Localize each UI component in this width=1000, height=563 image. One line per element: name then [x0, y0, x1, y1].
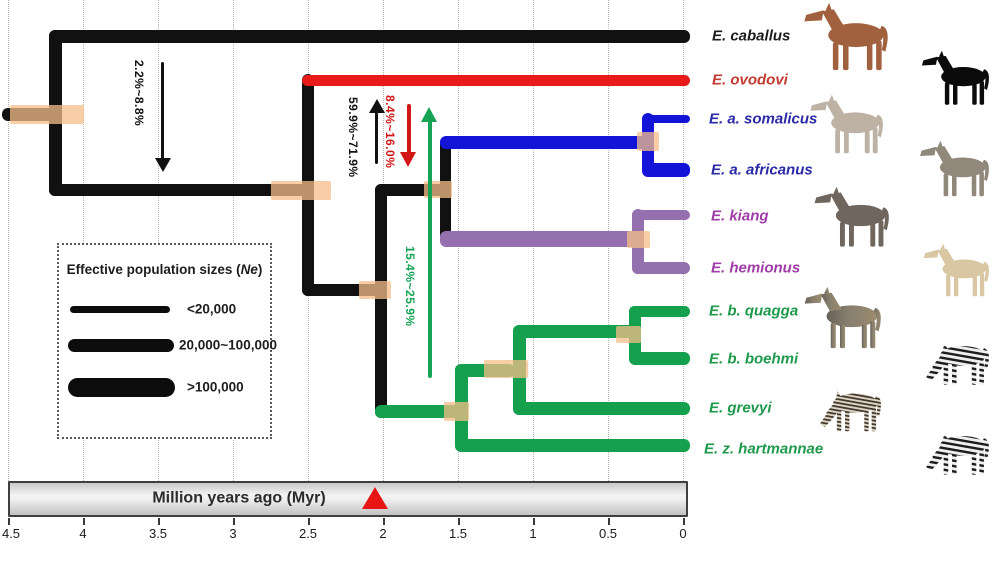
branch-boehmi-tip: [629, 352, 690, 365]
branch-hemione-main: [440, 231, 639, 247]
species-label-ovodovi: E. ovodovi: [712, 71, 788, 89]
branch-ovodovi-tip: [302, 75, 690, 86]
legend-title: Effective population sizes (Ne): [66, 262, 263, 277]
arrow-head-down-icon: [155, 158, 171, 172]
arrow-head-up-icon: [369, 99, 385, 113]
admixture-block: [616, 326, 641, 343]
species-label-hartmannae: E. z. hartmannae: [704, 440, 824, 458]
axis-tick: [83, 518, 85, 525]
admixture-block: [359, 281, 391, 299]
branch-kiang-tip: [632, 210, 690, 220]
axis-tick: [458, 518, 460, 525]
gene-flow-label: 2.2%~8.8%: [132, 60, 146, 127]
axis-tick: [308, 518, 310, 525]
animal-e-b-quagga: [804, 286, 881, 349]
axis-tick: [8, 518, 10, 525]
axis-tick: [608, 518, 610, 525]
species-label-quagga: E. b. quagga: [709, 302, 799, 320]
legend-effective-population-sizes: Effective population sizes (Ne) <20,000 …: [57, 243, 277, 439]
animal-e-z-hartmannae: [926, 433, 989, 475]
axis-tick-label: 1: [529, 526, 537, 541]
gene-flow-arrow-down: [161, 62, 164, 160]
gene-flow-arrow-up: [375, 112, 378, 164]
gridline-4.5myr: [8, 0, 9, 481]
admixture-block: [484, 360, 528, 378]
gridline-0myr: [683, 0, 684, 481]
legend-label: 20,000~100,000: [179, 337, 277, 353]
branch-africanus-tip: [642, 163, 690, 177]
axis-tick-label: 4: [79, 526, 87, 541]
branch-hartmannae-tip: [455, 439, 690, 452]
species-label-caballus: E. caballus: [712, 27, 791, 45]
animal-e-b-boehmi: [926, 343, 989, 385]
timescale-title: Million years ago (Myr): [152, 489, 326, 507]
axis-tick-label: 3: [229, 526, 237, 541]
axis-tick: [533, 518, 535, 525]
axis-tick: [233, 518, 235, 525]
red-triangle-marker: [362, 487, 388, 509]
admixture-block: [627, 231, 650, 248]
species-label-kiang: E. kiang: [711, 207, 769, 225]
admixture-block: [444, 402, 469, 421]
timescale-bar: Million years ago (Myr): [8, 481, 688, 517]
branch-quagga-tip: [629, 306, 690, 317]
legend-label: >100,000: [187, 379, 244, 395]
branch-caballus-tip: [49, 30, 690, 43]
species-label-grevyi: E. grevyi: [709, 399, 772, 417]
axis-tick-label: 2: [379, 526, 387, 541]
animal-e-caballus: [804, 2, 888, 71]
species-label-somalicus: E. a. somalicus: [709, 110, 818, 128]
axis-tick: [383, 518, 385, 525]
legend-line-medium: [68, 339, 174, 352]
animal-e-a-somalicus: [810, 94, 883, 154]
admixture-block: [271, 181, 331, 200]
animal-e-a-africanus: [920, 140, 989, 197]
arrow-head-down-icon: [400, 152, 416, 167]
branch-crown-vertical: [375, 184, 387, 418]
axis-tick-label: 0: [679, 526, 687, 541]
axis-tick-label: 2.5: [298, 526, 318, 541]
gene-flow-arrow-up: [428, 120, 432, 378]
species-label-hemionus: E. hemionus: [711, 259, 801, 277]
branch-lower-horizontal: [49, 184, 314, 196]
axis-tick-label: 0.5: [598, 526, 618, 541]
animal-e-kiang: [814, 186, 889, 247]
species-label-africanus: E. a. africanus: [711, 161, 813, 179]
gene-flow-arrow-down: [407, 104, 411, 154]
axis-tick: [683, 518, 685, 525]
branch-grevyi-tip: [513, 402, 690, 415]
axis-tick-label: 3.5: [148, 526, 168, 541]
legend-line-thick: [68, 378, 175, 397]
animal-e-ovodovi-silhouette: [921, 50, 989, 105]
admixture-block: [637, 132, 659, 151]
arrow-head-up-icon: [421, 107, 437, 122]
legend-label: <20,000: [187, 301, 237, 317]
animal-e-hemionus: [923, 243, 990, 297]
axis-tick: [158, 518, 160, 525]
gene-flow-label: 59.9%~71.9%: [346, 97, 360, 178]
branch-somalicus-tip: [642, 115, 690, 123]
branch-burchelli-stem: [513, 325, 638, 338]
gridline-4myr: [83, 0, 84, 481]
branch-hemionus-tip: [632, 262, 690, 274]
species-label-boehmi: E. b. boehmi: [709, 350, 799, 368]
branch-asinus-main: [440, 136, 649, 149]
gene-flow-label: 8.4%~16.0%: [383, 95, 397, 169]
gene-flow-label: 15.4%~25.9%: [403, 246, 417, 327]
axis-tick-label: 4.5: [1, 526, 21, 541]
admixture-block: [10, 105, 84, 124]
legend-line-thin: [70, 306, 170, 313]
axis-tick-label: 1.5: [448, 526, 468, 541]
gridline-3.5myr: [158, 0, 159, 481]
animal-e-grevyi: [819, 391, 881, 432]
gridline-3myr: [233, 0, 234, 481]
